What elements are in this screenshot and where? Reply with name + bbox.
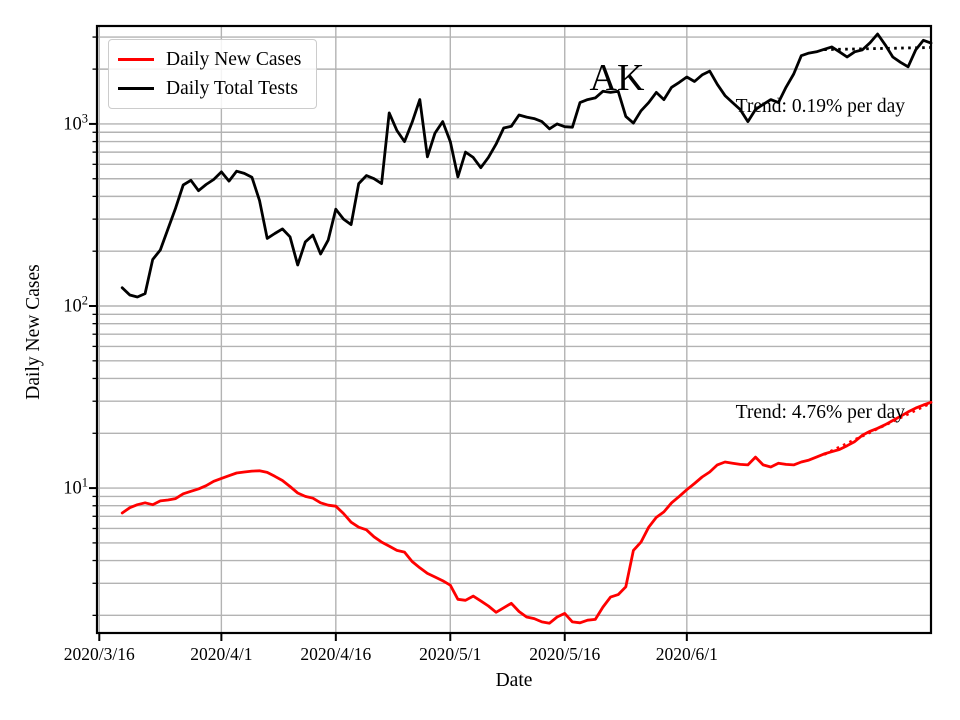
y-tick-base: 10 — [63, 478, 82, 499]
y-tick-exp: 2 — [81, 293, 88, 308]
legend-item-tests: Daily Total Tests — [118, 74, 301, 103]
x-tick-label: 2020/4/1 — [190, 644, 253, 664]
legend-label: Daily Total Tests — [166, 77, 298, 99]
red-line-sample — [118, 58, 154, 61]
legend-item-cases: Daily New Cases — [118, 45, 301, 74]
trend-annotation-cases: Trend: 4.76% per day — [735, 402, 905, 423]
y-tick-exp: 1 — [81, 475, 88, 490]
trend-annotation-tests: Trend: 0.19% per day — [735, 96, 905, 117]
x-tick-label: 2020/5/16 — [529, 644, 601, 664]
x-tick-label: 2020/4/16 — [300, 644, 372, 664]
chart-title: AK — [589, 57, 645, 99]
legend: Daily New Cases Daily Total Tests — [108, 39, 318, 109]
y-tick-label: 102 — [63, 293, 88, 317]
y-axis-label: Daily New Cases — [23, 264, 44, 400]
y-tick-exp: 3 — [81, 111, 88, 126]
black-line-sample — [118, 87, 154, 90]
y-tick-label: 101 — [63, 476, 88, 500]
y-tick-label: 103 — [63, 111, 88, 135]
y-tick-base: 10 — [63, 296, 82, 317]
x-tick-label: 2020/6/1 — [655, 644, 718, 664]
legend-label: Daily New Cases — [166, 48, 302, 70]
x-tick-label: 2020/3/16 — [63, 644, 135, 664]
x-tick-label: 2020/5/1 — [419, 644, 482, 664]
y-tick-base: 10 — [63, 114, 82, 135]
x-axis-label: Date — [495, 670, 533, 691]
